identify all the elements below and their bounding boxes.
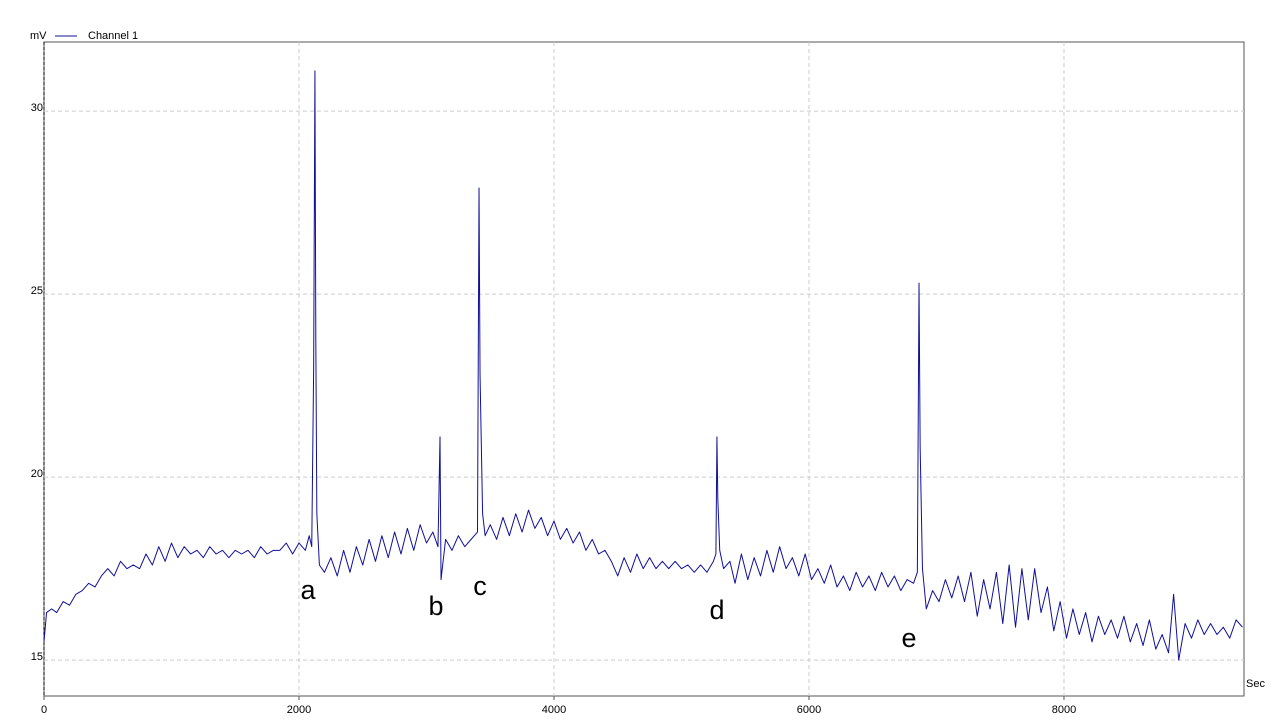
peak-annotation: a xyxy=(300,575,316,605)
x-tick-label: 6000 xyxy=(797,704,821,716)
y-tick-label: 20 xyxy=(31,468,43,480)
x-tick-label: 8000 xyxy=(1052,704,1076,716)
peak-annotation: c xyxy=(473,571,487,601)
peak-annotation: d xyxy=(709,595,724,625)
data-line xyxy=(43,70,1243,661)
peak-annotation: e xyxy=(901,623,916,653)
y-unit: mV xyxy=(30,30,47,42)
x-tick-label: 2000 xyxy=(287,704,311,716)
x-unit: Sec xyxy=(1246,678,1265,690)
x-tick-label: 4000 xyxy=(542,704,566,716)
y-tick-label: 15 xyxy=(31,651,43,663)
y-tick-label: 30 xyxy=(31,102,43,114)
legend-label: Channel 1 xyxy=(88,30,138,42)
peak-annotation: b xyxy=(428,591,443,621)
x-tick-label: 0 xyxy=(41,704,47,716)
y-tick-label: 25 xyxy=(31,285,43,297)
